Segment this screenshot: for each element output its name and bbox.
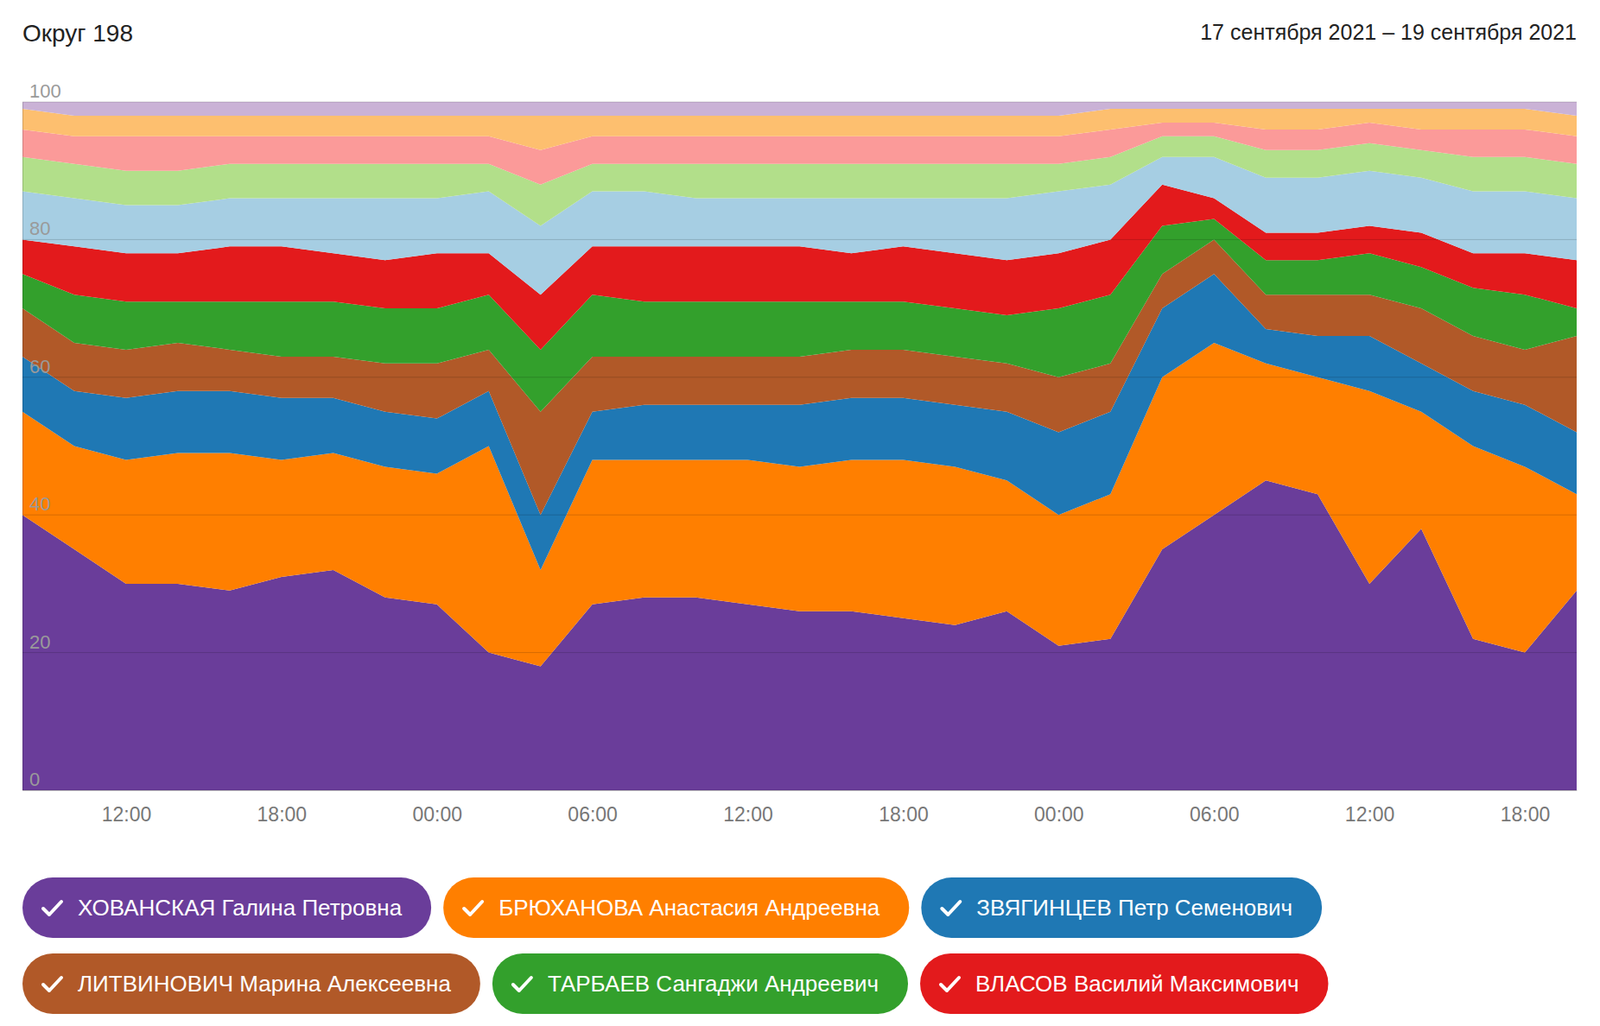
legend-item[interactable]: ХОВАНСКАЯ Галина Петровна <box>22 877 432 939</box>
x-tick-label: 06:00 <box>1189 803 1240 826</box>
y-tick: 60 <box>22 355 51 379</box>
y-tick-label: 20 <box>29 631 51 654</box>
x-tick-label: 00:00 <box>1034 803 1085 826</box>
legend-label[interactable]: ХОВАНСКАЯ Галина Петровна <box>77 895 403 921</box>
chart: Округ 198 17 сентября 2021 – 19 сентября … <box>0 0 1600 1026</box>
grid <box>22 101 1577 791</box>
x-tick: 12:00 <box>723 790 774 826</box>
x-tick: 12:00 <box>1345 790 1396 826</box>
grid-line <box>22 239 1577 241</box>
legend-check[interactable] <box>43 901 62 915</box>
x-tick-label: 18:00 <box>878 803 929 826</box>
legend-pill[interactable] <box>443 877 909 939</box>
x-tick-label: 12:00 <box>101 803 153 826</box>
legend-check[interactable] <box>463 901 483 915</box>
legend-check[interactable] <box>513 977 532 991</box>
areas <box>22 101 1577 791</box>
x-tick-label: 06:00 <box>567 803 618 826</box>
y-tick-label: 60 <box>29 355 51 378</box>
legend-check[interactable] <box>43 977 62 991</box>
grid-line <box>22 376 1577 378</box>
x-tick: 00:00 <box>412 790 463 826</box>
y-tick: 20 <box>22 631 51 654</box>
y-tick: 0 <box>22 768 40 792</box>
grid-line <box>22 790 1577 792</box>
x-tick: 18:00 <box>257 790 308 826</box>
subtitle: 17 сентября 2021 – 19 сентября 2021 <box>1200 19 1577 45</box>
x-tick-label: 00:00 <box>412 803 463 826</box>
y-tick: 100 <box>22 80 62 103</box>
legend-check[interactable] <box>941 901 960 915</box>
legend-item[interactable]: ТАРБАЕВ Сангаджи Андреевич <box>492 953 908 1015</box>
legend-pill[interactable] <box>920 953 1328 1015</box>
x-tick-label: 18:00 <box>1500 803 1551 826</box>
y-tick-label: 80 <box>29 217 51 240</box>
x-tick: 18:00 <box>1500 790 1551 826</box>
x-tick-label: 12:00 <box>723 803 774 826</box>
legend-pill[interactable] <box>920 877 1322 939</box>
legend-label[interactable]: ТАРБАЕВ Сангаджи Андреевич <box>547 971 879 997</box>
y-tick: 80 <box>22 217 51 241</box>
legend-item[interactable]: ЗВЯГИНЦЕВ Петр Семенович <box>920 877 1322 939</box>
y-axis: 0 20 40 60 80 100 <box>22 80 62 792</box>
x-tick: 12:00 <box>101 790 153 826</box>
grid-line <box>22 652 1577 654</box>
x-tick-label: 12:00 <box>1345 803 1396 826</box>
legend-item[interactable]: БРЮХАНОВА Анастасия Андреевна <box>443 877 909 939</box>
legend-label[interactable]: ЗВЯГИНЦЕВ Петр Семенович <box>976 895 1293 921</box>
legend-pill[interactable] <box>22 953 481 1015</box>
legend-label[interactable]: ЛИТВИНОВИЧ Марина Алексеевна <box>77 971 451 997</box>
grid-line <box>22 514 1577 516</box>
y-tick-label: 40 <box>29 493 51 515</box>
y-tick: 40 <box>22 493 51 516</box>
legend-pill[interactable] <box>22 877 432 939</box>
y-tick-label: 100 <box>29 80 62 102</box>
legend-item[interactable]: ВЛАСОВ Василий Максимович <box>920 953 1328 1015</box>
grid-line <box>22 101 1577 103</box>
x-tick: 00:00 <box>1034 790 1085 826</box>
legend-label[interactable]: ВЛАСОВ Василий Максимович <box>975 971 1299 997</box>
legend-check[interactable] <box>940 977 959 991</box>
x-axis: 12:00 18:00 00:00 06:00 12:00 18:00 00:00 06:00… <box>23 790 1578 826</box>
x-tick-label: 18:00 <box>257 803 308 826</box>
area <box>22 101 1577 116</box>
legend-pill[interactable] <box>492 953 908 1015</box>
legend-item[interactable]: ЛИТВИНОВИЧ Марина Алексеевна <box>22 953 481 1015</box>
x-tick: 06:00 <box>1189 790 1240 826</box>
legend: ХОВАНСКАЯ Галина Петровна БРЮХАНОВА Анаст… <box>22 877 1329 1015</box>
y-axis-line <box>22 102 24 792</box>
title: Округ 198 <box>22 19 134 47</box>
x-tick: 18:00 <box>878 790 929 826</box>
legend-label[interactable]: БРЮХАНОВА Анастасия Андреевна <box>498 895 881 921</box>
x-axis-line <box>23 790 1578 792</box>
y-tick-label: 0 <box>29 768 40 791</box>
x-tick: 06:00 <box>567 790 618 826</box>
